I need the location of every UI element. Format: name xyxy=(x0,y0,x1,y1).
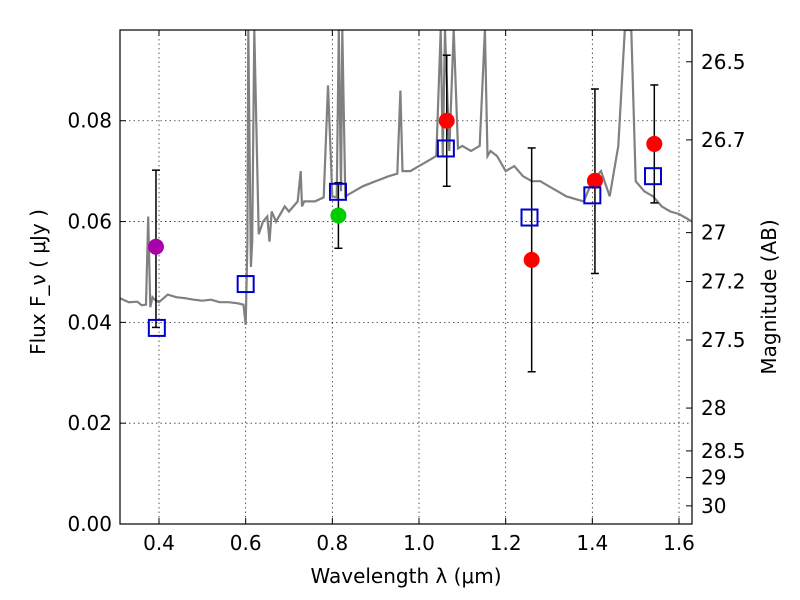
observed-point xyxy=(646,135,663,152)
x-axis-label: Wavelength λ (μm) xyxy=(310,564,501,588)
mag-tick-label: 29 xyxy=(701,466,726,490)
x-tick-label: 0.6 xyxy=(230,531,262,555)
x-tick-label: 1.2 xyxy=(490,531,522,555)
x-tick-label: 0.4 xyxy=(143,531,175,555)
model-spectrum-line xyxy=(120,30,692,326)
model-photometry-point xyxy=(436,139,455,158)
x-tick-label: 1.6 xyxy=(663,531,695,555)
error-bars-layer xyxy=(151,54,659,373)
x-tick-label: 0.8 xyxy=(316,531,348,555)
mag-tick-label: 27 xyxy=(701,221,726,245)
y2-axis-label: Magnitude (AB) xyxy=(757,219,781,374)
observed-points-layer xyxy=(147,112,663,268)
model-photometry-point xyxy=(520,208,539,227)
y-tick-label: 0.04 xyxy=(67,310,112,334)
y-tick-label: 0.00 xyxy=(67,512,112,536)
model-spectrum-layer xyxy=(120,30,692,326)
y-tick-label: 0.08 xyxy=(67,109,112,133)
observed-point xyxy=(586,172,603,189)
mag-tick-label: 30 xyxy=(701,494,726,518)
axis-ticks: 0.4 0.6 0.8 1.0 1.2 1.4 1.6 0.00 0.02 0.04 0.06 0.0… xyxy=(67,30,746,555)
plot-frame xyxy=(119,29,693,525)
model-photometry-point xyxy=(236,275,255,294)
model-photometry-point xyxy=(328,182,347,201)
model-photometry-point xyxy=(644,167,662,186)
y-tick-label: 0.02 xyxy=(67,411,112,435)
mag-tick-label: 26.5 xyxy=(701,50,746,74)
x-tick-label: 1.0 xyxy=(403,531,435,555)
observed-point xyxy=(330,207,347,224)
observed-point xyxy=(438,112,455,129)
mag-tick-label: 28.5 xyxy=(701,439,746,463)
grid-lines xyxy=(120,30,692,525)
model-photometry-point xyxy=(583,186,602,205)
y-axis-label: Flux F_ν ( μJy ) xyxy=(26,209,50,355)
model-photometry-point xyxy=(147,318,166,337)
mag-tick-label: 27.2 xyxy=(701,270,746,294)
x-tick-label: 1.4 xyxy=(576,531,608,555)
model-photometry-layer xyxy=(147,139,662,337)
mag-tick-label: 26.7 xyxy=(701,128,746,152)
mag-tick-label: 28 xyxy=(701,396,726,420)
observed-point xyxy=(147,238,164,255)
mag-tick-label: 27.5 xyxy=(701,328,746,352)
y-tick-label: 0.06 xyxy=(67,210,112,234)
observed-point xyxy=(523,251,540,268)
